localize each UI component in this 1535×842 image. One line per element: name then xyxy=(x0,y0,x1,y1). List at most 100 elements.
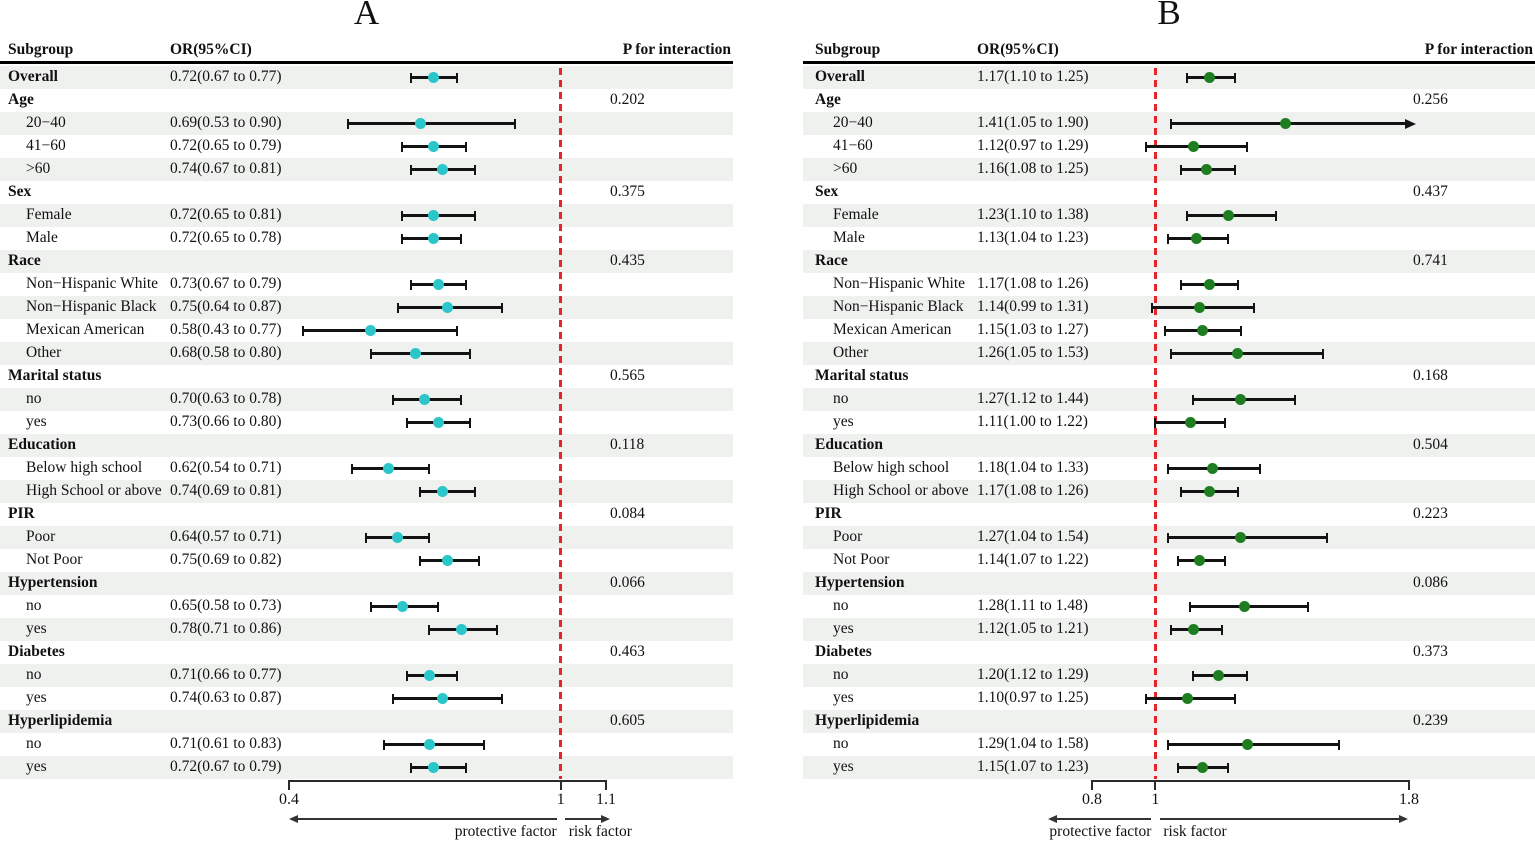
row-or-value: 1.14(1.07 to 1.22) xyxy=(977,551,1089,568)
row-label: PIR xyxy=(815,505,842,522)
row-label: yes xyxy=(833,758,854,775)
risk-arrow-line xyxy=(565,818,602,820)
estimate-dot xyxy=(1191,233,1203,244)
ci-cap-right xyxy=(1259,463,1261,474)
row-label: Diabetes xyxy=(8,643,65,660)
row-p-interaction-value: 0.084 xyxy=(610,505,645,522)
axis-tick xyxy=(605,780,607,790)
ci-cap-right xyxy=(428,532,431,543)
estimate-dot xyxy=(428,233,440,244)
estimate-dot xyxy=(1187,624,1199,635)
ci-line xyxy=(1171,352,1324,355)
panel-a-header-or: OR(95%CI) xyxy=(170,41,252,58)
ci-cap-right xyxy=(1233,693,1236,704)
row-stripe xyxy=(803,480,1535,503)
ci-cap-left xyxy=(419,555,422,566)
ci-cap-right xyxy=(464,279,467,290)
row-stripe xyxy=(803,342,1535,365)
row-stripe xyxy=(803,388,1535,411)
row-p-interaction-value: 0.239 xyxy=(1413,712,1448,729)
ci-cap-right xyxy=(478,555,481,566)
estimate-dot xyxy=(437,486,449,497)
ci-cap-left xyxy=(1144,693,1147,704)
ci-cap-left xyxy=(392,693,395,704)
row-stripe xyxy=(0,204,733,227)
row-label: Male xyxy=(833,229,865,246)
row-p-interaction-value: 0.463 xyxy=(610,643,645,660)
row-or-value: 1.11(1.00 to 1.22) xyxy=(977,413,1088,430)
estimate-dot xyxy=(1194,555,1206,566)
estimate-dot xyxy=(432,417,444,428)
risk-factor-label: risk factor xyxy=(568,823,632,840)
row-or-value: 1.16(1.08 to 1.25) xyxy=(977,160,1089,177)
ci-cap-right xyxy=(428,463,431,474)
row-or-value: 1.17(1.08 to 1.26) xyxy=(977,275,1089,292)
row-label: Female xyxy=(26,206,72,223)
ci-cap-right xyxy=(455,325,458,336)
panel-a: A Subgroup OR(95%CI) P for interaction O… xyxy=(0,0,733,842)
row-label: no xyxy=(26,735,42,752)
row-label: yes xyxy=(26,620,47,637)
row-or-value: 0.72(0.67 to 0.77) xyxy=(170,68,282,85)
ci-cap-right xyxy=(437,601,440,612)
row-label: Age xyxy=(8,91,34,108)
row-label: Hyperlipidemia xyxy=(815,712,920,729)
axis-tick-label: 0.8 xyxy=(1082,791,1102,808)
ci-cap-left xyxy=(1192,670,1195,681)
panel-a-header-rule xyxy=(0,61,733,64)
ci-cap-right xyxy=(482,739,485,750)
row-label: Race xyxy=(8,252,41,269)
estimate-dot xyxy=(1232,348,1244,359)
ci-cap-left xyxy=(1167,463,1170,474)
row-label: Poor xyxy=(26,528,56,545)
ci-cap-right xyxy=(473,486,476,497)
estimate-dot xyxy=(392,532,404,543)
row-label: Mexican American xyxy=(26,321,145,338)
axis-tick xyxy=(288,780,290,790)
protective-arrow-head xyxy=(289,815,298,823)
row-stripe xyxy=(803,618,1535,641)
ci-cap-left xyxy=(1167,233,1170,244)
estimate-dot xyxy=(423,739,435,750)
ci-cap-left xyxy=(1176,762,1179,773)
row-stripe xyxy=(0,756,733,779)
row-stripe xyxy=(0,250,733,273)
ci-cap-left xyxy=(369,348,372,359)
row-label: Male xyxy=(26,229,58,246)
panel-b-header-p-interaction: P for interaction xyxy=(1424,41,1533,58)
row-or-value: 0.72(0.65 to 0.79) xyxy=(170,137,282,154)
estimate-dot xyxy=(414,118,426,129)
row-label: yes xyxy=(833,413,854,430)
axis-tick-label: 0.4 xyxy=(279,791,299,808)
row-label: Non−Hispanic White xyxy=(833,275,965,292)
ci-cap-right xyxy=(496,624,499,635)
row-label: no xyxy=(833,666,849,683)
row-stripe xyxy=(0,664,733,687)
ci-cap-right xyxy=(460,394,463,405)
row-or-value: 0.72(0.65 to 0.78) xyxy=(170,229,282,246)
ci-cap-left xyxy=(1186,210,1189,221)
row-p-interaction-value: 0.437 xyxy=(1413,183,1448,200)
ci-cap-right xyxy=(1306,601,1309,612)
risk-arrow-head xyxy=(601,815,610,823)
row-label: Marital status xyxy=(8,367,102,384)
ci-cap-right xyxy=(1227,233,1230,244)
row-label: Hyperlipidemia xyxy=(8,712,113,729)
protective-factor-label: protective factor xyxy=(1049,823,1152,840)
ci-cap-right xyxy=(1224,555,1227,566)
axis-tick xyxy=(559,780,562,790)
protective-arrow-head xyxy=(1048,815,1057,823)
estimate-dot xyxy=(428,72,440,83)
row-label: no xyxy=(833,735,849,752)
row-label: Education xyxy=(815,436,884,453)
row-p-interaction-value: 0.118 xyxy=(610,436,645,453)
row-stripe xyxy=(803,66,1535,89)
estimate-dot xyxy=(428,762,440,773)
row-label: 41−60 xyxy=(26,137,66,154)
axis-tick-label: 1.1 xyxy=(596,791,616,808)
ci-cap-left xyxy=(1144,141,1147,152)
panel-a-title: A xyxy=(353,0,380,32)
row-stripe xyxy=(0,158,733,181)
ci-cap-right xyxy=(1338,739,1341,750)
